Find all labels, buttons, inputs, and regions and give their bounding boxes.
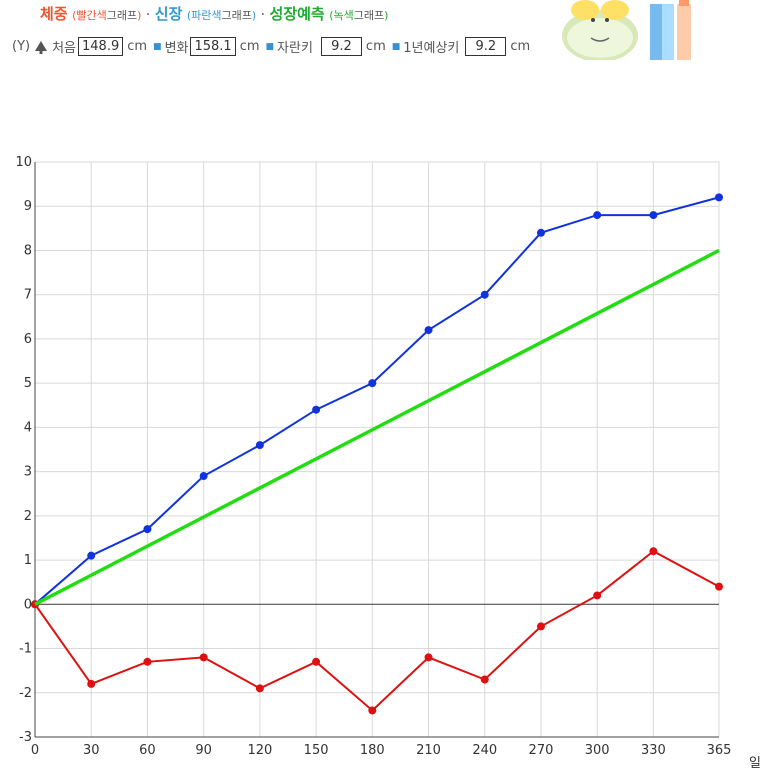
series-line-1 <box>34 550 720 712</box>
data-point <box>536 622 545 631</box>
label-layer: -3 -2 -1 0 1 2 3 4 5 6 7 8 9 10 0 30 60 90 120 150 180 210 240… <box>15 155 761 771</box>
data-point <box>368 379 377 388</box>
data-point <box>87 551 96 560</box>
grid-layer <box>34 161 720 738</box>
y-tick-label: 8 <box>24 243 32 258</box>
up-arrow-icon <box>35 40 48 54</box>
y-tick-label: -3 <box>19 730 32 745</box>
x-tick-label: 300 <box>585 743 610 758</box>
change-unit: cm <box>239 39 260 54</box>
bullet-icon: ■ <box>265 41 275 52</box>
data-point <box>593 211 602 220</box>
data-point <box>87 679 96 688</box>
height-color-note: 파란색 <box>191 9 222 22</box>
predict-unit: cm <box>510 39 531 54</box>
weight-label: 체중 <box>40 5 68 23</box>
bullet-icon: ■ <box>153 41 162 52</box>
y-tick-label: 1 <box>24 553 32 568</box>
data-point <box>312 405 321 414</box>
y-tick-label: 6 <box>24 332 32 347</box>
height-label: 신장 <box>154 5 183 23</box>
change-label: 변화 <box>164 41 189 56</box>
x-tick-label: 180 <box>360 743 385 758</box>
series-line-2 <box>34 248 720 606</box>
data-point <box>368 706 377 715</box>
x-tick-label: 365 <box>707 743 732 758</box>
x-tick-label: 60 <box>139 743 156 758</box>
change-value-field: 158.1 <box>190 37 236 56</box>
data-point <box>255 684 264 693</box>
grown-unit: cm <box>365 39 386 54</box>
line-chart: -3 -2 -1 0 1 2 3 4 5 6 7 8 9 10 0 30 60 90 120 150 180 210 240… <box>15 155 761 771</box>
data-point <box>424 653 433 662</box>
series-layer <box>31 193 723 715</box>
data-point <box>480 290 489 299</box>
y-tick-label: 2 <box>24 509 32 524</box>
data-point <box>424 326 433 335</box>
y-tick-label: 0 <box>24 597 32 612</box>
x-tick-label: 0 <box>31 743 39 758</box>
data-point <box>649 211 658 220</box>
x-tick-label: 150 <box>304 743 329 758</box>
x-axis-label: 일 <box>749 756 761 771</box>
axis-layer <box>34 162 719 738</box>
predict-value-field: 9.2 <box>465 37 507 56</box>
data-point <box>199 472 208 481</box>
data-point <box>255 441 264 450</box>
data-point <box>593 591 602 600</box>
y-tick-label: 7 <box>24 288 32 303</box>
stats-row: (Y) 처음 148.9 cm ■ 변화 158.1 cm ■ 자란키 9.2 … <box>12 37 530 56</box>
grown-value-field: 9.2 <box>320 37 362 56</box>
x-tick-label: 90 <box>195 743 212 758</box>
x-tick-label: 210 <box>416 743 441 758</box>
growth-color-note: 녹색 <box>333 9 354 22</box>
data-point <box>536 228 545 237</box>
data-point <box>143 525 152 534</box>
data-point <box>312 657 321 666</box>
x-tick-label: 120 <box>247 743 272 758</box>
grown-label: 자란키 <box>277 41 313 56</box>
legend-title-row: 체중 (빨간색그래프) · 신장 (파란색그래프) · 성장예측 (녹색그래프) <box>40 5 389 23</box>
chart-header: 체중 (빨간색그래프) · 신장 (파란색그래프) · 성장예측 (녹색그래프)… <box>0 0 773 62</box>
x-tick-label: 270 <box>529 743 554 758</box>
data-point <box>143 657 152 666</box>
x-tick-label: 330 <box>641 743 666 758</box>
mascot-icon <box>562 0 691 60</box>
weight-graph-word: 그래프 <box>106 9 138 22</box>
data-point <box>649 547 658 556</box>
y-tick-label: 4 <box>24 420 32 435</box>
height-graph-word: 그래프 <box>221 9 252 22</box>
y-tick-label: 3 <box>24 465 32 480</box>
data-point <box>199 653 208 662</box>
predict-label: 1년예상키 <box>403 41 460 56</box>
first-label: 처음 <box>52 41 77 56</box>
data-point <box>715 193 723 202</box>
data-point <box>480 675 489 684</box>
data-point <box>715 582 723 591</box>
bullet-icon: ■ <box>391 41 401 52</box>
growth-graph-word: 그래프 <box>353 9 385 22</box>
y-tick-label: -2 <box>19 686 32 701</box>
series-line-0 <box>34 196 720 606</box>
x-tick-label: 240 <box>472 743 497 758</box>
first-unit: cm <box>127 39 148 54</box>
axis-y-prefix: (Y) <box>12 39 31 54</box>
weight-color-note: 빨간색 <box>76 9 107 22</box>
y-tick-label: -1 <box>19 642 32 657</box>
first-value-field: 148.9 <box>78 37 124 56</box>
x-tick-label: 30 <box>83 743 100 758</box>
y-tick-label: 5 <box>24 376 32 391</box>
growth-label: 성장예측 <box>269 5 325 23</box>
y-tick-label: 9 <box>24 199 32 214</box>
y-tick-label: 10 <box>15 155 32 170</box>
